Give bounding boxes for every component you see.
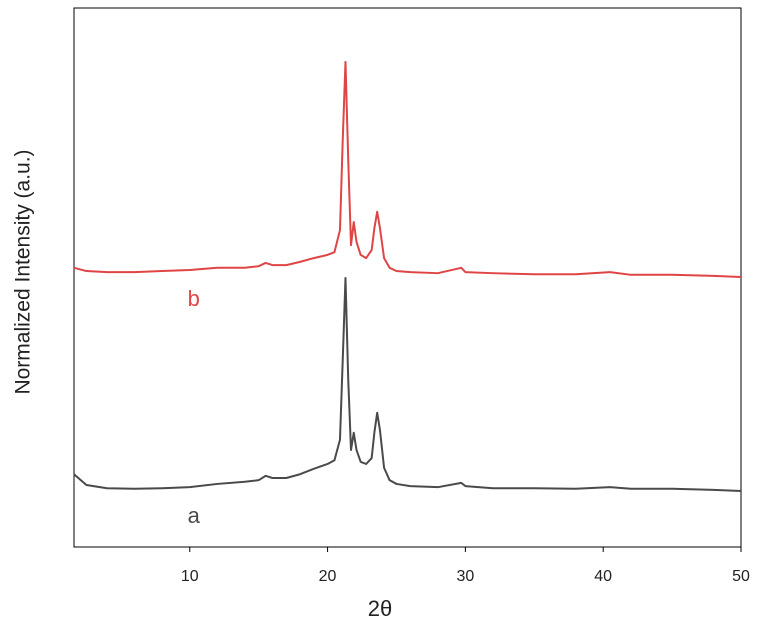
x-tick-label: 20	[319, 568, 337, 585]
series-line	[73, 60, 742, 278]
x-tick-label: 40	[594, 568, 612, 585]
x-axis-label: 2θ	[368, 596, 392, 621]
plot-frame	[73, 7, 742, 548]
series-label: b	[188, 286, 200, 311]
series-label: a	[188, 503, 201, 528]
series-line	[73, 277, 742, 492]
y-axis-label: Normalized Intensity (a.u.)	[12, 149, 35, 394]
x-tick-label: 50	[732, 568, 750, 585]
x-tick-label: 10	[181, 568, 199, 585]
x-tick-label: 30	[456, 568, 474, 585]
